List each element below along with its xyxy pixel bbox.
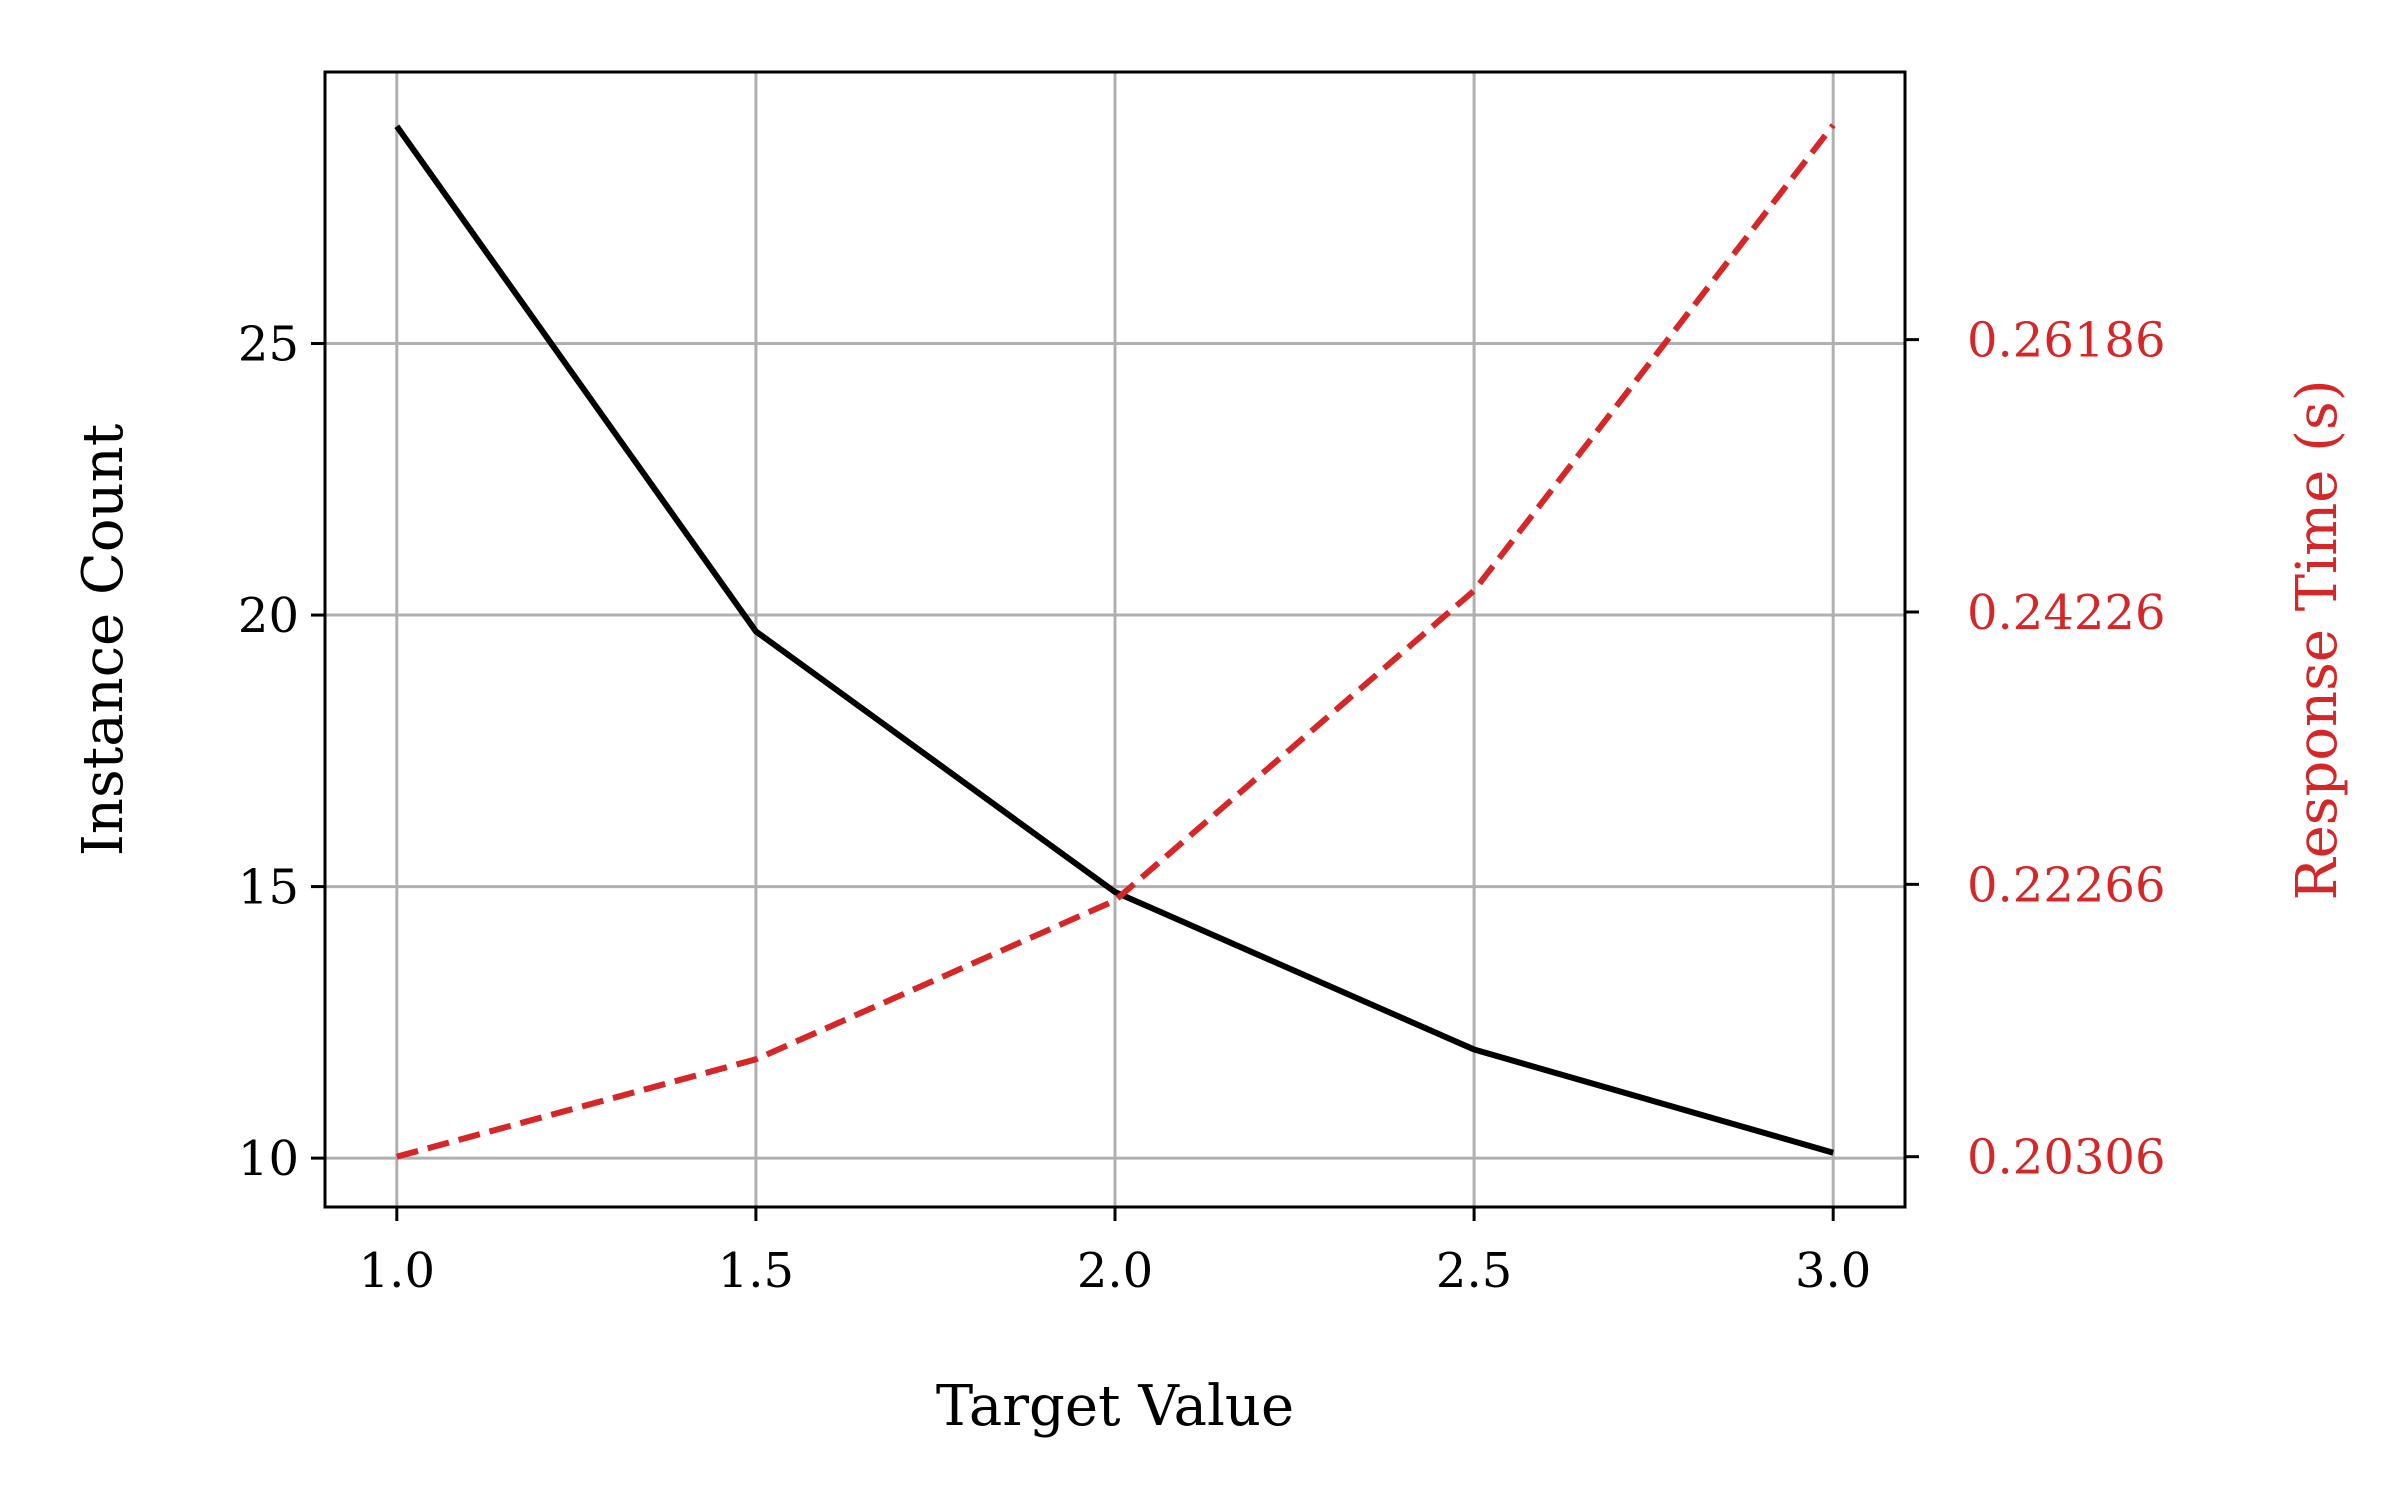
y2-axis-label: Response Time (s) <box>2285 379 2350 900</box>
y2-tick-label: 0.24226 <box>1967 585 2166 641</box>
x-tick-label: 1.5 <box>718 1243 794 1299</box>
x-axis-label: Target Value <box>936 1374 1294 1439</box>
ticks-layer: 1.0 1.5 2.0 2.5 3.0 10 15 20 25 0.20306 0.22266 0.2… <box>238 313 2166 1299</box>
y-tick-label: 10 <box>238 1131 299 1187</box>
x-tick-label: 3.0 <box>1795 1243 1871 1299</box>
instance-count-line <box>394 124 1835 1156</box>
y2-tick-label: 0.20306 <box>1967 1130 2166 1186</box>
x-tick-label: 1.0 <box>359 1243 435 1299</box>
y-tick-label: 20 <box>238 588 299 644</box>
y2-tick-label: 0.22266 <box>1967 857 2166 913</box>
y-axis-label: Instance Count <box>71 423 136 856</box>
y2-tick-label: 0.26186 <box>1967 313 2166 369</box>
y-tick-label: 25 <box>238 317 299 373</box>
grid-layer <box>325 72 1905 1207</box>
x-tick-label: 2.0 <box>1077 1243 1153 1299</box>
x-tick-label: 2.5 <box>1436 1243 1512 1299</box>
series-layer <box>394 123 1836 1160</box>
y-tick-label: 15 <box>238 860 299 916</box>
